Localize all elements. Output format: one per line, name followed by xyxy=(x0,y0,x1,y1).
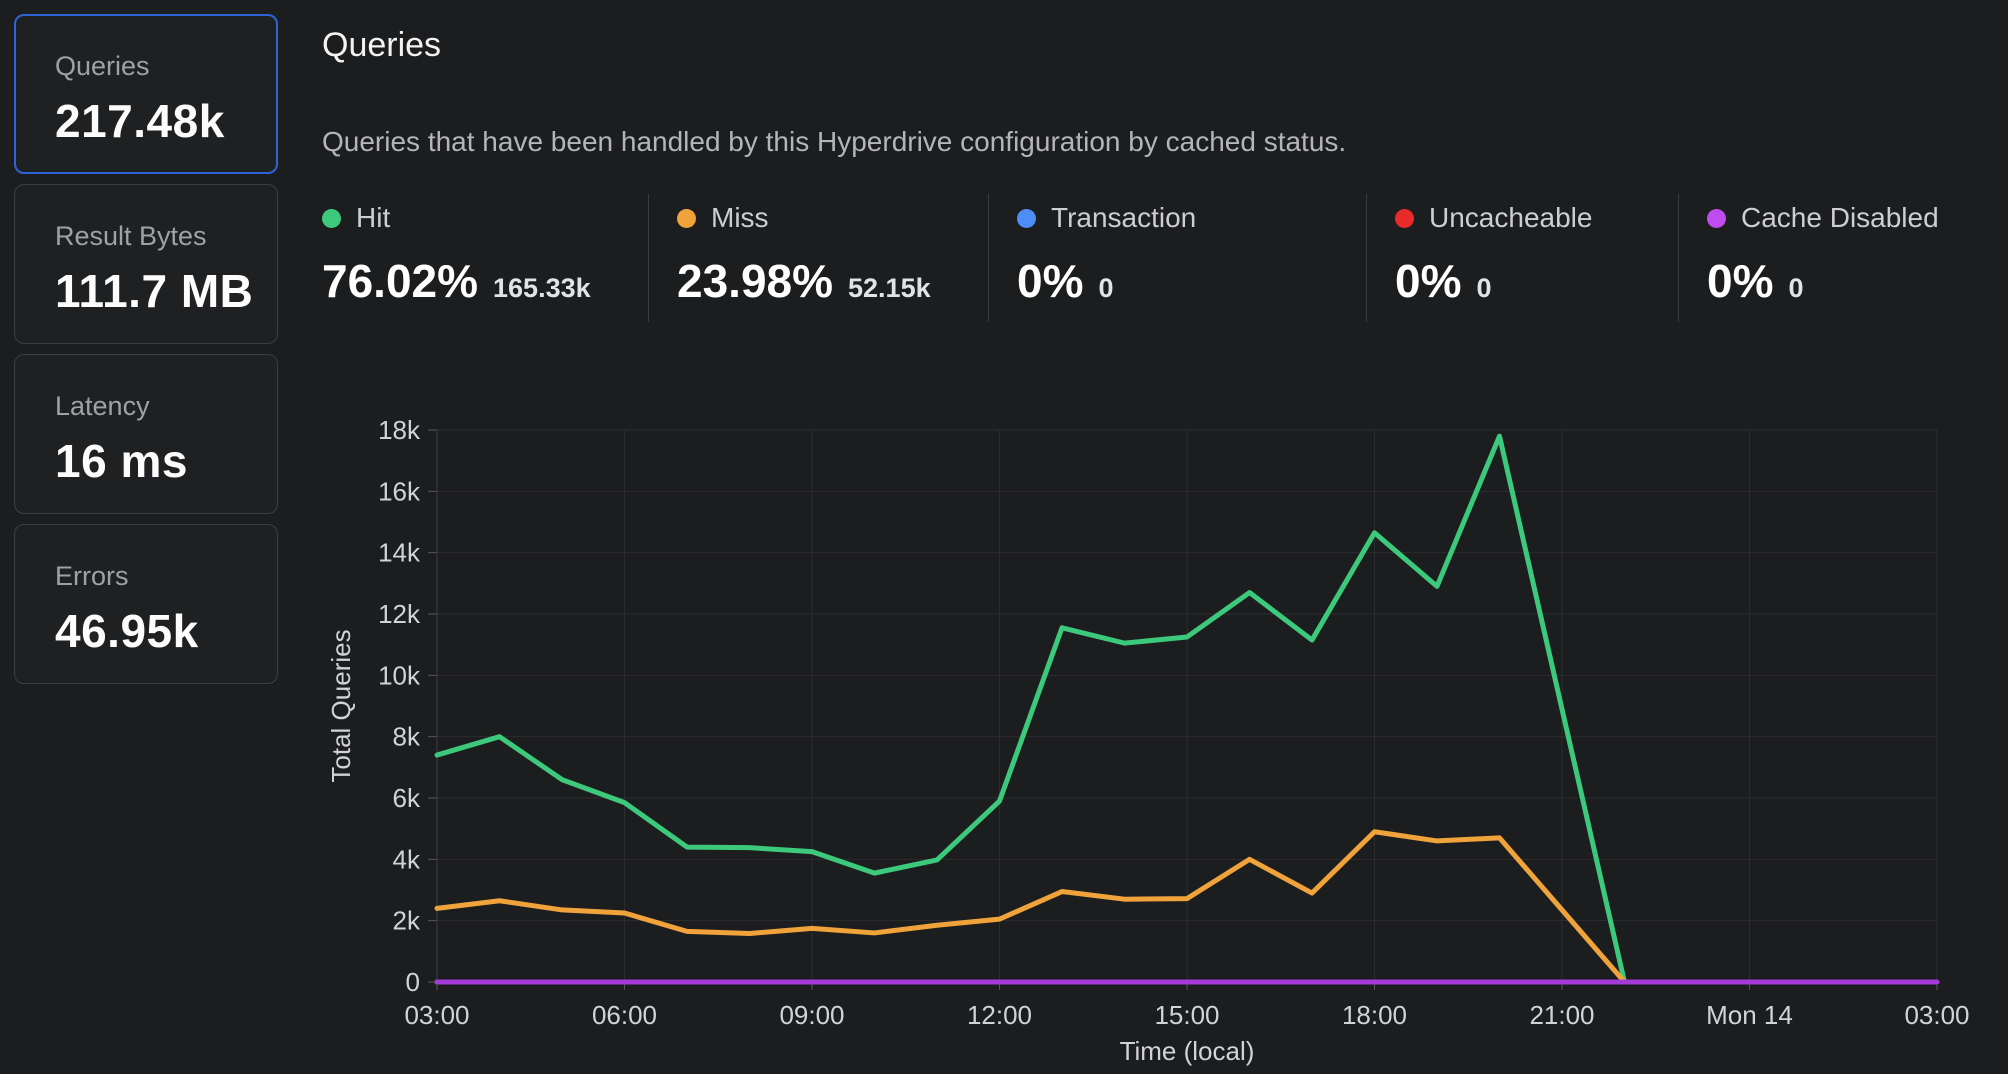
metric-value: 111.7 MB xyxy=(55,265,254,317)
svg-text:0: 0 xyxy=(406,967,420,997)
legend-count: 0 xyxy=(1098,273,1114,303)
svg-text:03:00: 03:00 xyxy=(404,1000,469,1030)
svg-text:8k: 8k xyxy=(393,722,421,752)
metric-value: 46.95k xyxy=(55,605,199,657)
legend-percent: 76.02% xyxy=(322,255,479,307)
legend-count: 0 xyxy=(1788,273,1804,303)
legend-count: 0 xyxy=(1476,273,1492,303)
legend-label: Hit xyxy=(356,202,391,233)
legend-percent: 23.98% xyxy=(677,255,834,307)
legend-item-miss: Miss 23.98% 52.15k xyxy=(648,194,988,322)
metric-card-latency[interactable]: Latency 16 ms xyxy=(14,354,278,514)
page-description: Queries that have been handled by this H… xyxy=(322,126,1347,157)
legend-percent: 0% xyxy=(1017,255,1084,307)
cache-disabled-dot-icon xyxy=(1707,208,1726,228)
chart-canvas: 0 2k 4k 6k 8k 10k 12k 14k 16k 18k 03:00 06:00 09:00 1… xyxy=(326,415,1970,1066)
legend-label: Miss xyxy=(711,202,769,233)
svg-text:09:00: 09:00 xyxy=(779,1000,844,1030)
page-title: Queries xyxy=(322,26,442,64)
queries-line-chart: 0 2k 4k 6k 8k 10k 12k 14k 16k 18k 03:00 06:00 09:00 1… xyxy=(326,415,2000,1073)
legend-label: Transaction xyxy=(1051,202,1197,233)
uncacheable-dot-icon xyxy=(1395,208,1414,228)
svg-text:12:00: 12:00 xyxy=(967,1000,1032,1030)
svg-text:4k: 4k xyxy=(393,844,421,874)
svg-text:06:00: 06:00 xyxy=(592,1000,657,1030)
metric-label: Latency xyxy=(55,391,150,421)
svg-text:2k: 2k xyxy=(393,906,421,936)
svg-text:14k: 14k xyxy=(378,538,421,568)
svg-text:21:00: 21:00 xyxy=(1529,1000,1594,1030)
svg-text:03:00: 03:00 xyxy=(1904,1000,1969,1030)
svg-text:10k: 10k xyxy=(378,660,421,690)
svg-text:18k: 18k xyxy=(378,415,421,445)
legend-item-hit: Hit 76.02% 165.33k xyxy=(322,194,648,322)
legend-label: Uncacheable xyxy=(1429,202,1593,233)
legend-percent: 0% xyxy=(1395,255,1462,307)
legend-count: 165.33k xyxy=(493,273,591,303)
legend-label: Cache Disabled xyxy=(1741,202,1939,233)
metric-value: 16 ms xyxy=(55,435,188,487)
metric-card-errors[interactable]: Errors 46.95k xyxy=(14,524,278,684)
transaction-dot-icon xyxy=(1017,208,1036,228)
metric-value: 217.48k xyxy=(55,95,225,147)
metric-card-queries[interactable]: Queries 217.48k xyxy=(14,14,278,174)
metric-label: Errors xyxy=(55,561,129,591)
legend-item-transaction: Transaction 0% 0 xyxy=(988,194,1366,322)
legend-percent: 0% xyxy=(1707,255,1774,307)
metric-label: Result Bytes xyxy=(55,221,207,251)
svg-text:Total Queries: Total Queries xyxy=(330,629,356,782)
svg-text:Mon 14: Mon 14 xyxy=(1706,1000,1793,1030)
svg-text:18:00: 18:00 xyxy=(1342,1000,1407,1030)
legend-stats-row: Hit 76.02% 165.33k Miss 23.98% 52.15k Tr… xyxy=(322,194,2008,322)
metric-card-result-bytes[interactable]: Result Bytes 111.7 MB xyxy=(14,184,278,344)
hit-dot-icon xyxy=(322,208,341,228)
svg-text:6k: 6k xyxy=(393,783,421,813)
metric-card-list: Queries 217.48k Result Bytes 111.7 MB La… xyxy=(14,14,278,694)
svg-text:Time (local): Time (local) xyxy=(1120,1036,1255,1066)
legend-item-cache-disabled: Cache Disabled 0% 0 xyxy=(1678,194,2008,322)
legend-item-uncacheable: Uncacheable 0% 0 xyxy=(1366,194,1678,322)
legend-count: 52.15k xyxy=(848,273,931,303)
svg-text:15:00: 15:00 xyxy=(1154,1000,1219,1030)
svg-text:12k: 12k xyxy=(378,599,421,629)
metric-label: Queries xyxy=(55,51,150,81)
miss-dot-icon xyxy=(677,208,696,228)
svg-text:16k: 16k xyxy=(378,476,421,506)
